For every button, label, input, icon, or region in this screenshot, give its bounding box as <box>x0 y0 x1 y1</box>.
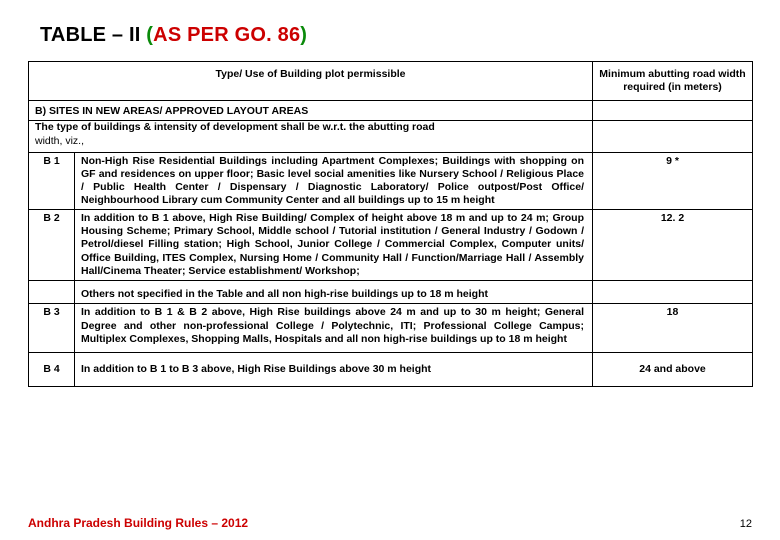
table-row: B 1 Non-High Rise Residential Buildings … <box>29 152 753 210</box>
table-header-row: Type/ Use of Building plot permissible M… <box>29 62 753 101</box>
document-page: TABLE – II (AS PER GO. 86) Type/ Use of … <box>0 0 780 540</box>
footer: Andhra Pradesh Building Rules – 2012 12 <box>28 516 752 530</box>
row-min: 24 and above <box>593 352 753 386</box>
section-heading: B) SITES IN NEW AREAS/ APPROVED LAYOUT A… <box>29 101 593 121</box>
row-desc: In addition to B 1 & B 2 above, High Ris… <box>75 304 593 352</box>
header-type-use: Type/ Use of Building plot permissible <box>29 62 593 101</box>
intro-line1: The type of buildings & intensity of dev… <box>35 121 435 133</box>
table-row: B 4 In addition to B 1 to B 3 above, Hig… <box>29 352 753 386</box>
row-code: B 4 <box>29 352 75 386</box>
row-min: 9 * <box>593 152 753 210</box>
row-code: B 1 <box>29 152 75 210</box>
section-row: B) SITES IN NEW AREAS/ APPROVED LAYOUT A… <box>29 101 753 121</box>
page-title: TABLE – II (AS PER GO. 86) <box>40 24 752 47</box>
row-desc-text: In addition to B 1 & B 2 above, High Ris… <box>81 306 584 344</box>
table-row-extra: Others not specified in the Table and al… <box>29 284 753 304</box>
row-min: 18 <box>593 304 753 352</box>
row-desc: In addition to B 1 to B 3 above, High Ri… <box>75 352 593 386</box>
intro-cell: The type of buildings & intensity of dev… <box>29 121 593 152</box>
row-desc-text: In addition to B 1 above, High Rise Buil… <box>81 212 584 277</box>
row-desc: In addition to B 1 above, High Rise Buil… <box>75 210 593 281</box>
building-table: Type/ Use of Building plot permissible M… <box>28 61 753 387</box>
title-prefix: TABLE – II <box>40 24 146 46</box>
row-code: B 2 <box>29 210 75 281</box>
extra-desc: Others not specified in the Table and al… <box>75 284 593 304</box>
page-number: 12 <box>740 518 752 530</box>
intro-min-empty <box>593 121 753 152</box>
intro-row: The type of buildings & intensity of dev… <box>29 121 753 152</box>
extra-code-empty <box>29 284 75 304</box>
title-mid: AS PER GO. 86 <box>153 24 300 46</box>
intro-line2: width, viz., <box>35 135 84 147</box>
table-row: B 3 In addition to B 1 & B 2 above, High… <box>29 304 753 352</box>
row-code: B 3 <box>29 304 75 352</box>
title-paren-close: ) <box>300 24 307 46</box>
table-row: B 2 In addition to B 1 above, High Rise … <box>29 210 753 281</box>
row-min: 12. 2 <box>593 210 753 281</box>
header-min-width: Minimum abutting road width required (in… <box>593 62 753 101</box>
extra-min-empty <box>593 284 753 304</box>
row-desc: Non-High Rise Residential Buildings incl… <box>75 152 593 210</box>
row-desc-text: Non-High Rise Residential Buildings incl… <box>81 155 584 206</box>
section-min-empty <box>593 101 753 121</box>
footer-source: Andhra Pradesh Building Rules – 2012 <box>28 516 248 530</box>
